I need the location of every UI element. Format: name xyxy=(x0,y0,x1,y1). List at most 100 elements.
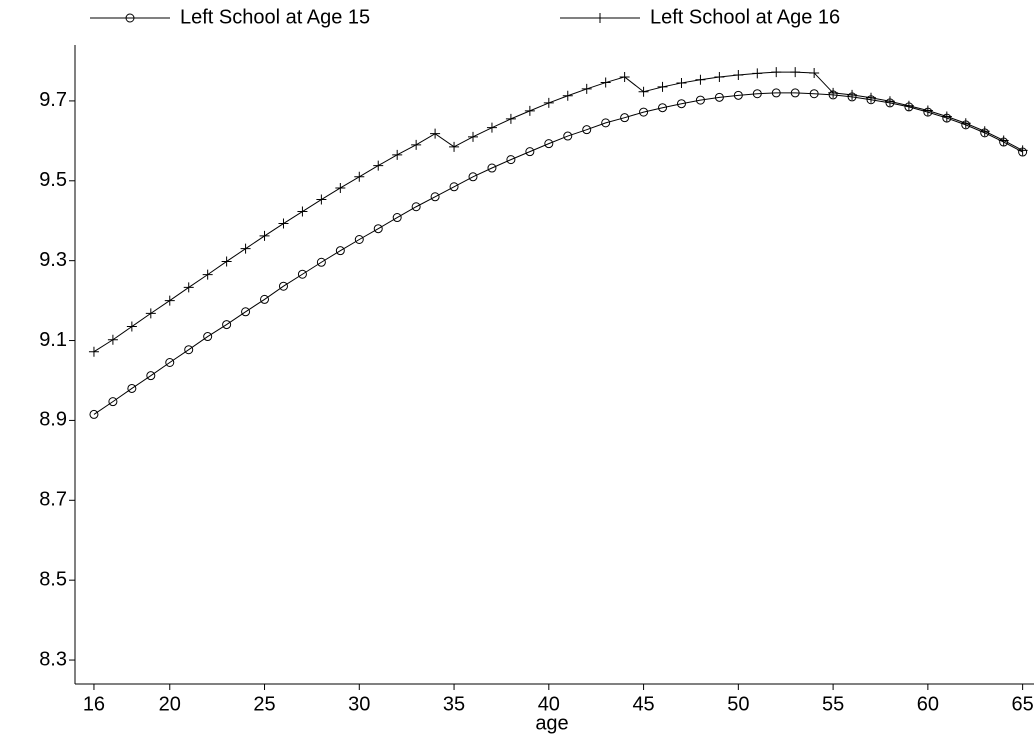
data-point xyxy=(752,68,763,79)
data-point xyxy=(866,92,877,103)
data-point xyxy=(88,346,99,357)
data-point xyxy=(411,139,422,150)
data-point xyxy=(1017,145,1028,156)
data-point xyxy=(960,118,971,129)
data-point xyxy=(335,246,345,256)
y-tick-label: 8.9 xyxy=(39,409,67,431)
data-point xyxy=(695,95,705,105)
data-point xyxy=(828,87,839,98)
data-point xyxy=(202,269,213,280)
data-point xyxy=(108,397,118,407)
data-point xyxy=(203,332,213,342)
x-tick-label: 20 xyxy=(159,693,181,715)
y-tick-label: 9.7 xyxy=(39,89,67,111)
data-point xyxy=(430,192,440,202)
data-point xyxy=(620,113,630,123)
data-point xyxy=(600,77,611,88)
data-point xyxy=(601,118,611,128)
y-tick-label: 9.1 xyxy=(39,329,67,351)
data-point xyxy=(127,383,137,393)
data-point xyxy=(392,149,403,160)
data-point xyxy=(562,90,573,101)
data-point xyxy=(183,282,194,293)
y-tick-label: 8.3 xyxy=(39,648,67,670)
legend-label: Left School at Age 16 xyxy=(650,6,840,28)
data-point xyxy=(392,213,402,223)
data-point xyxy=(260,294,270,304)
data-point xyxy=(809,67,820,78)
x-tick-label: 50 xyxy=(727,693,749,715)
data-point xyxy=(941,111,952,122)
data-point xyxy=(449,141,460,152)
data-point xyxy=(297,206,308,217)
series-line xyxy=(93,71,1023,353)
data-point xyxy=(486,122,497,133)
data-point xyxy=(714,71,725,82)
data-point xyxy=(107,334,118,345)
data-point xyxy=(790,88,800,98)
data-point xyxy=(278,218,289,229)
data-point xyxy=(354,234,364,244)
data-point xyxy=(316,194,327,205)
data-point xyxy=(676,99,686,109)
x-tick-label: 55 xyxy=(822,693,844,715)
data-point xyxy=(278,281,288,291)
data-point xyxy=(222,320,232,330)
data-point xyxy=(884,96,895,107)
data-point xyxy=(658,103,668,113)
data-point xyxy=(733,69,744,80)
data-point xyxy=(563,131,573,141)
data-point xyxy=(505,113,516,124)
legend-label: Left School at Age 15 xyxy=(180,6,370,28)
data-point xyxy=(544,139,554,149)
data-point xyxy=(335,182,346,193)
y-tick-label: 8.7 xyxy=(39,489,67,511)
data-point xyxy=(89,409,99,419)
data-point xyxy=(184,345,194,355)
data-point xyxy=(146,371,156,381)
data-point xyxy=(979,126,990,137)
x-tick-label: 60 xyxy=(917,693,939,715)
data-point xyxy=(619,71,630,82)
data-point xyxy=(259,230,270,241)
series-line xyxy=(93,92,1023,415)
x-tick-label: 45 xyxy=(632,693,654,715)
data-point xyxy=(240,243,251,254)
legend-marker xyxy=(125,13,135,23)
x-tick-label: 65 xyxy=(1012,693,1034,715)
data-point xyxy=(297,269,307,279)
x-tick-label: 40 xyxy=(538,693,560,715)
data-point xyxy=(638,86,649,97)
data-point xyxy=(373,160,384,171)
x-tick-label: 25 xyxy=(253,693,275,715)
data-point xyxy=(998,135,1009,146)
data-point xyxy=(316,257,326,267)
data-point xyxy=(771,88,781,98)
data-point xyxy=(771,67,782,78)
data-point xyxy=(373,224,383,234)
data-point xyxy=(126,321,137,332)
data-point xyxy=(468,131,479,142)
data-point xyxy=(468,172,478,182)
data-point xyxy=(922,105,933,116)
data-point xyxy=(524,105,535,116)
data-point xyxy=(809,89,819,99)
data-point xyxy=(164,295,175,306)
y-tick-label: 8.5 xyxy=(39,568,67,590)
data-point xyxy=(714,92,724,102)
data-point xyxy=(676,77,687,88)
data-point xyxy=(145,308,156,319)
x-tick-label: 30 xyxy=(348,693,370,715)
data-point xyxy=(449,182,459,192)
data-point xyxy=(752,89,762,99)
data-point xyxy=(847,89,858,100)
data-point xyxy=(657,81,668,92)
data-point xyxy=(543,97,554,108)
legend-marker xyxy=(595,13,605,23)
data-point xyxy=(582,125,592,135)
data-point xyxy=(411,202,421,212)
data-point xyxy=(639,107,649,117)
data-point xyxy=(506,155,516,165)
y-tick-label: 9.3 xyxy=(39,249,67,271)
